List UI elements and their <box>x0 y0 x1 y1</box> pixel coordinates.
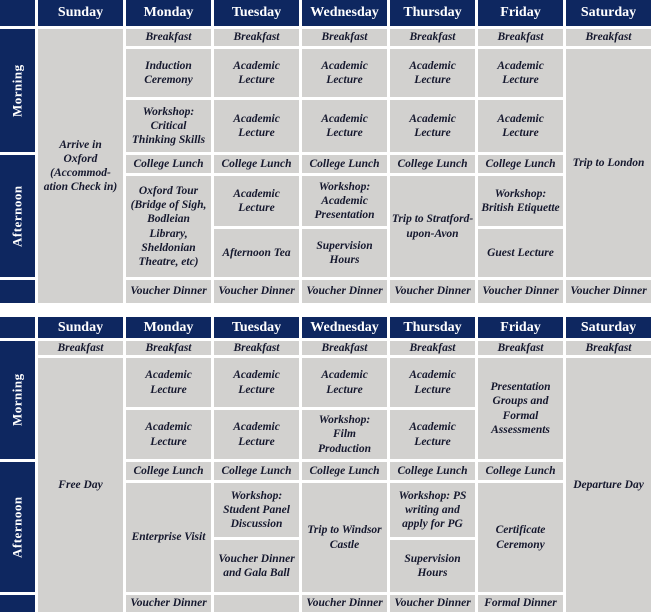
cell-friday-r5: College Lunch <box>478 155 563 173</box>
cell-thursday-r6: Trip to Stratford- upon-Avon <box>390 176 475 277</box>
cell-saturday-r8: Voucher Dinner <box>566 280 651 303</box>
cell-thursday-r3: Academic Lecture <box>390 358 475 407</box>
cell-friday-r3: Presentation Groups and Formal Assessmen… <box>478 358 563 459</box>
day-header-thursday: Thursday <box>390 0 475 26</box>
cell-tuesday-r4: Academic Lecture <box>214 100 299 152</box>
cell-monday-r5: College Lunch <box>126 462 211 480</box>
day-header-friday: Friday <box>478 317 563 338</box>
cell-wednesday-r6: Trip to Windsor Castle <box>302 483 387 592</box>
cell-wednesday-r6: Workshop: Academic Presentation <box>302 176 387 226</box>
cell-tuesday-r3: Academic Lecture <box>214 358 299 407</box>
cell-tuesday-r2: Breakfast <box>214 341 299 355</box>
cell-saturday-r2: Breakfast <box>566 29 651 46</box>
cell-tuesday-r8: Voucher Dinner <box>214 280 299 303</box>
cell-wednesday-r4: Academic Lecture <box>302 100 387 152</box>
morning-label: Morning <box>0 341 35 459</box>
cell-sunday-r3: Free Day <box>38 358 123 612</box>
cell-tuesday-r2: Breakfast <box>214 29 299 46</box>
cell-monday-r2: Breakfast <box>126 341 211 355</box>
cell-wednesday-r2: Breakfast <box>302 29 387 46</box>
day-header-saturday: Saturday <box>566 0 651 26</box>
day-header-monday: Monday <box>126 0 211 26</box>
cell-wednesday-r7: Supervision Hours <box>302 229 387 277</box>
day-header-friday: Friday <box>478 0 563 26</box>
cell-tuesday-r6: Academic Lecture <box>214 176 299 226</box>
cell-wednesday-r5: College Lunch <box>302 155 387 173</box>
corner-cell <box>0 0 35 26</box>
cell-tuesday-r6: Workshop: Student Panel Discussion <box>214 483 299 537</box>
cell-saturday-r3: Trip to London <box>566 49 651 277</box>
cell-monday-r8: Voucher Dinner <box>126 280 211 303</box>
day-header-saturday: Saturday <box>566 317 651 338</box>
cell-tuesday-r5: College Lunch <box>214 462 299 480</box>
cell-monday-r6: Enterprise Visit <box>126 483 211 592</box>
week2-schedule-table: Sunday Monday Tuesday Wednesday Thursday Frid… <box>0 317 651 612</box>
cell-thursday-r4: Academic Lecture <box>390 410 475 459</box>
cell-wednesday-r2: Breakfast <box>302 341 387 355</box>
cell-tuesday-r7: Voucher Dinner and Gala Ball <box>214 540 299 592</box>
cell-monday-r6: Oxford Tour (Bridge of Sigh, Bodleian Li… <box>126 176 211 277</box>
cell-monday-r8: Voucher Dinner <box>126 595 211 612</box>
cell-friday-r6: Certificate Ceremony <box>478 483 563 592</box>
cell-monday-r4: Workshop: Critical Thinking Skills <box>126 100 211 152</box>
cell-thursday-r7: Supervision Hours <box>390 540 475 592</box>
cell-thursday-r5: College Lunch <box>390 155 475 173</box>
cell-friday-r8: Formal Dinner <box>478 595 563 612</box>
cell-friday-r4: Academic Lecture <box>478 100 563 152</box>
day-header-wednesday: Wednesday <box>302 0 387 26</box>
day-header-tuesday: Tuesday <box>214 317 299 338</box>
cell-wednesday-r3: Academic Lecture <box>302 49 387 97</box>
corner-cell <box>0 317 35 338</box>
cell-tuesday-r4: Academic Lecture <box>214 410 299 459</box>
cell-wednesday-r8: Voucher Dinner <box>302 595 387 612</box>
cell-thursday-r8: Voucher Dinner <box>390 595 475 612</box>
cell-thursday-r3: Academic Lecture <box>390 49 475 97</box>
cell-saturday-r2: Breakfast <box>566 341 651 355</box>
cell-tuesday-r5: College Lunch <box>214 155 299 173</box>
cell-wednesday-r5: College Lunch <box>302 462 387 480</box>
cell-saturday-r3: Departure Day <box>566 358 651 612</box>
cell-monday-r4: Academic Lecture <box>126 410 211 459</box>
cell-sunday-r2: Arrive in Oxford (Accommod- ation Check … <box>38 29 123 303</box>
cell-friday-r5: College Lunch <box>478 462 563 480</box>
afternoon-label: Afternoon <box>0 155 35 277</box>
cell-monday-r3: Academic Lecture <box>126 358 211 407</box>
day-header-sunday: Sunday <box>38 0 123 26</box>
cell-sunday-r2: Breakfast <box>38 341 123 355</box>
cell-monday-r2: Breakfast <box>126 29 211 46</box>
cell-thursday-r8: Voucher Dinner <box>390 280 475 303</box>
cell-thursday-r2: Breakfast <box>390 29 475 46</box>
cell-friday-r3: Academic Lecture <box>478 49 563 97</box>
cell-friday-r2: Breakfast <box>478 29 563 46</box>
cell-thursday-r4: Academic Lecture <box>390 100 475 152</box>
day-header-tuesday: Tuesday <box>214 0 299 26</box>
cell-thursday-r6: Workshop: PS writing and apply for PG <box>390 483 475 537</box>
cell-wednesday-r4: Workshop: Film Production <box>302 410 387 459</box>
day-header-wednesday: Wednesday <box>302 317 387 338</box>
footer-block <box>0 280 35 303</box>
afternoon-label: Afternoon <box>0 462 35 592</box>
cell-friday-r8: Voucher Dinner <box>478 280 563 303</box>
day-header-monday: Monday <box>126 317 211 338</box>
cell-monday-r5: College Lunch <box>126 155 211 173</box>
cell-wednesday-r3: Academic Lecture <box>302 358 387 407</box>
cell-thursday-r2: Breakfast <box>390 341 475 355</box>
day-header-thursday: Thursday <box>390 317 475 338</box>
cell-friday-r7: Guest Lecture <box>478 229 563 277</box>
morning-label: Morning <box>0 29 35 152</box>
week1-schedule-table: Sunday Monday Tuesday Wednesday Thursday Frid… <box>0 0 651 303</box>
cell-tuesday-r7: Afternoon Tea <box>214 229 299 277</box>
cell-wednesday-r8: Voucher Dinner <box>302 280 387 303</box>
cell-tuesday-r8 <box>214 595 299 612</box>
cell-tuesday-r3: Academic Lecture <box>214 49 299 97</box>
cell-friday-r2: Breakfast <box>478 341 563 355</box>
cell-monday-r3: Induction Ceremony <box>126 49 211 97</box>
cell-friday-r6: Workshop: British Etiquette <box>478 176 563 226</box>
footer-block <box>0 595 35 612</box>
day-header-sunday: Sunday <box>38 317 123 338</box>
cell-thursday-r5: College Lunch <box>390 462 475 480</box>
